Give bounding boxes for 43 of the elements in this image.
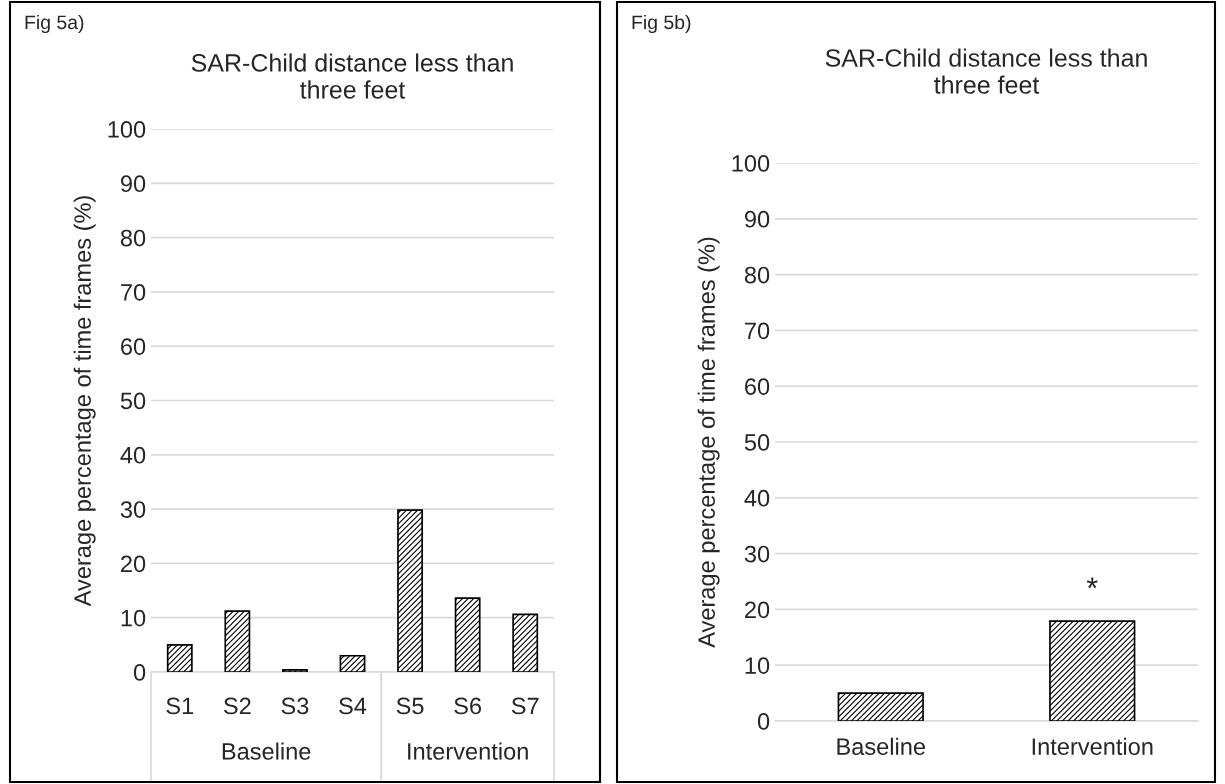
chart-title: SAR-Child distance less than three feet — [191, 53, 513, 99]
y-axis-title: Average percentage of time frames (%) — [697, 237, 720, 648]
x-tick-label: S2 — [223, 697, 251, 715]
y-tick-label: 90 — [120, 175, 146, 193]
annotation: * — [1086, 577, 1098, 589]
y-tick-label: 20 — [745, 601, 770, 619]
bar — [397, 509, 423, 672]
x-tick-label: S3 — [281, 697, 309, 715]
y-tick-label: 30 — [744, 545, 770, 563]
bar — [166, 644, 193, 672]
bar — [454, 597, 481, 672]
y-tick-label: 70 — [745, 322, 770, 340]
bar — [282, 668, 308, 672]
y-tick-label: 80 — [744, 266, 770, 284]
y-tick-label: 10 — [745, 657, 770, 674]
x-tick-label: S7 — [511, 697, 539, 715]
y-tick-label: 0 — [133, 664, 146, 681]
caption: Fig 5a) — [25, 14, 84, 34]
x-tick-label: S6 — [454, 697, 482, 715]
bar — [512, 613, 539, 672]
y-tick-label: 40 — [744, 489, 770, 507]
y-tick-label: 10 — [121, 609, 146, 627]
caption: Fig 5b) — [632, 14, 691, 34]
y-tick-label: 60 — [745, 378, 770, 395]
chart-title: SAR-Child distance less than three feet — [825, 48, 1147, 94]
y-tick-label: 40 — [120, 446, 146, 464]
y-tick-label: 60 — [121, 338, 146, 355]
y-tick-label: 100 — [732, 155, 770, 172]
x-tick-label: S1 — [166, 697, 194, 715]
y-tick-label: 50 — [120, 392, 146, 410]
x-tick-label: S4 — [339, 697, 367, 715]
x-tick-label: S5 — [396, 697, 424, 715]
y-tick-label: 70 — [121, 283, 146, 301]
bar — [339, 654, 366, 672]
y-axis-title: Average percentage of time frames (%) — [73, 196, 96, 607]
bar — [224, 610, 251, 672]
y-tick-label: 50 — [744, 434, 770, 451]
y-tick-label: 20 — [121, 555, 146, 573]
y-tick-label: 0 — [757, 713, 770, 730]
y-tick-label: 30 — [120, 501, 146, 518]
y-tick-label: 100 — [108, 121, 146, 138]
y-tick-label: 80 — [120, 229, 146, 247]
y-tick-label: 90 — [744, 210, 770, 228]
